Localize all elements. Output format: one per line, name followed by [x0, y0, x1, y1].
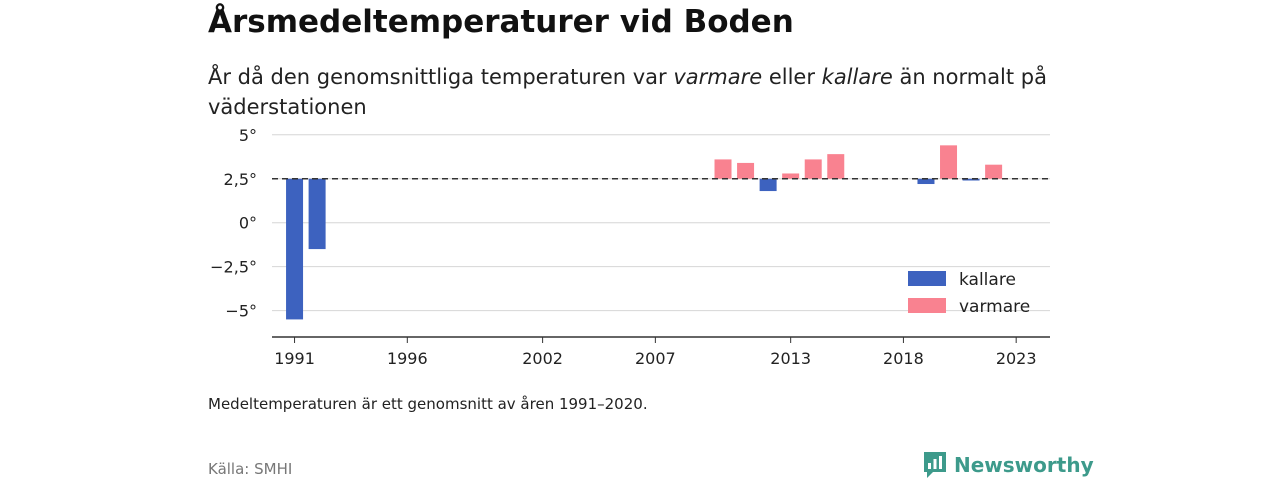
bar-2020 [940, 145, 958, 179]
legend: kallare varmare [908, 270, 1030, 317]
y-tick-label: 2,5° [224, 170, 257, 189]
legend-label-kallare: kallare [959, 270, 1016, 290]
bar-2014 [804, 159, 822, 179]
bars [286, 145, 1003, 320]
y-tick-label: −2,5° [210, 258, 257, 277]
y-tick-label: 0° [239, 214, 257, 233]
subtitle-emphasis-warmer: varmare [673, 65, 763, 89]
bar-2021 [962, 178, 980, 181]
x-axis-ticks: 1991 1996 2002 2007 2013 2018 2023 [274, 337, 1037, 368]
brand-logo: Newsworthy [922, 450, 1094, 480]
x-tick-label: 2018 [883, 349, 924, 368]
legend-swatch-varmare [908, 298, 946, 313]
bar-2012 [759, 178, 777, 192]
y-axis-ticks: 5° 2,5° 0° −2,5° −5° [210, 126, 257, 321]
bar-2015 [827, 154, 845, 179]
bar-1991 [286, 178, 304, 320]
source-label: Källa: SMHI [208, 460, 293, 478]
bar-2010 [714, 159, 732, 179]
x-tick-label: 2007 [635, 349, 676, 368]
bar-2019 [917, 178, 935, 185]
subtitle-part: än normalt på väderstationen [208, 65, 1047, 119]
x-tick-label: 1991 [274, 349, 315, 368]
chart-subtitle: År då den genomsnittliga temperaturen va… [208, 62, 1068, 122]
newsworthy-logo-icon [924, 452, 946, 478]
x-tick-label: 2002 [522, 349, 563, 368]
x-tick-label: 2023 [996, 349, 1037, 368]
footnote: Medeltemperaturen är ett genomsnitt av å… [208, 395, 648, 413]
bar-chart: 5° 2,5° 0° −2,5° −5° 1991 1996 2002 2007 2013 201… [210, 126, 1050, 368]
subtitle-part: År då den genomsnittliga temperaturen va… [208, 65, 674, 89]
chart-title: Årsmedeltemperaturer vid Boden [208, 4, 794, 40]
subtitle-emphasis-colder: kallare [821, 65, 893, 89]
legend-label-varmare: varmare [959, 297, 1030, 317]
x-tick-label: 2013 [770, 349, 811, 368]
subtitle-part: eller [762, 65, 822, 89]
bar-2013 [782, 173, 800, 179]
legend-swatch-kallare [908, 271, 946, 286]
brand-name: Newsworthy [954, 453, 1094, 477]
bar-1992 [308, 178, 326, 250]
bar-2022 [985, 164, 1003, 179]
y-tick-label: 5° [239, 126, 257, 145]
y-tick-label: −5° [225, 302, 257, 321]
bar-2011 [737, 162, 755, 179]
x-tick-label: 1996 [387, 349, 428, 368]
